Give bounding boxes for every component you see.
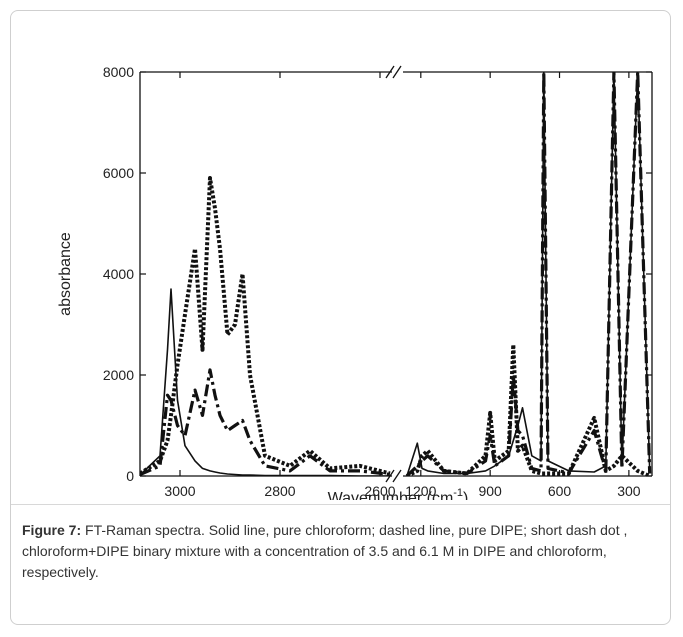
spectrum-line [140,176,391,476]
x-tick-label: 1200 [405,483,436,499]
y-tick-label: 4000 [103,266,134,282]
y-tick-label: 6000 [103,165,134,181]
spectrum-line [406,342,651,476]
x-tick-label: 300 [617,483,641,499]
y-tick-label: 2000 [103,367,134,383]
x-axis-label: Wavenumber (cm-1) [328,487,469,500]
caption: Figure 7: FT-Raman spectra. Solid line, … [22,520,662,583]
chart: absorbance Wavenumber (cm-1) 0 2000 4000 60… [57,64,653,500]
spectrum-line [140,288,390,476]
series-group [140,176,391,476]
x-axis-label-sup: -1 [453,487,463,499]
caption-text: FT-Raman spectra. Solid line, pure chlor… [22,522,628,580]
x-axis-label-text: Wavenumber (cm [328,490,454,500]
spectrum-line [405,72,652,476]
figure-card [10,10,671,625]
axes-frame [139,65,653,483]
series-group [405,72,652,476]
y-tick-label: 0 [126,468,134,484]
x-tick-label: 900 [478,483,502,499]
spectrum-line [140,368,391,476]
x-tick-label: 2800 [264,483,295,499]
separator [11,504,670,505]
y-axis-label: absorbance [57,232,74,316]
x-tick-label: 2600 [364,483,395,499]
x-tick-label: 3000 [164,483,195,499]
x-axis-label-end: ) [463,490,468,500]
y-tick-label: 8000 [103,64,134,80]
caption-label: Figure 7: [22,522,82,538]
x-tick-label: 600 [548,483,572,499]
series-group [140,288,390,476]
series-group [406,342,651,476]
series-group [140,368,391,476]
